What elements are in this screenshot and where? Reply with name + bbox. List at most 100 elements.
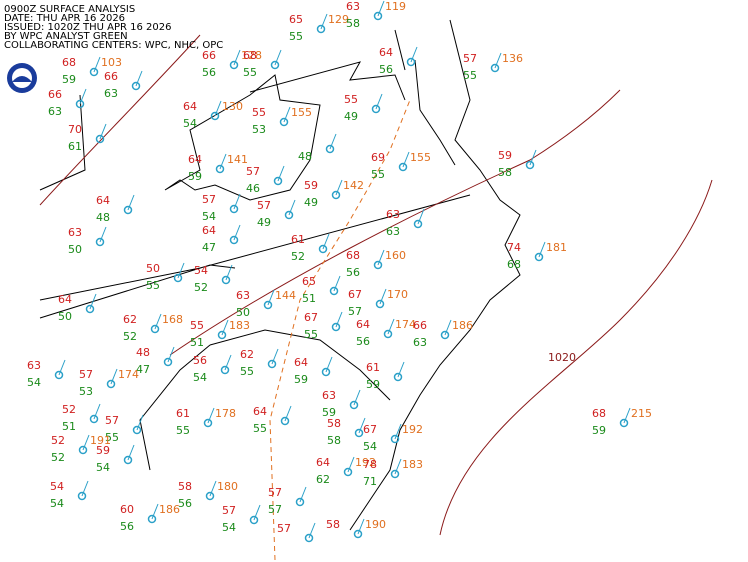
borders xyxy=(39,19,521,531)
station-circle xyxy=(321,367,331,377)
dewpoint: 63 xyxy=(104,87,118,100)
pressure: 128 xyxy=(241,49,262,62)
pressure: 183 xyxy=(402,458,423,471)
station-circle xyxy=(413,219,423,229)
wind-barb xyxy=(271,348,279,365)
station: 57 xyxy=(277,522,316,543)
temperature: 68 xyxy=(243,49,257,62)
temperature: 57 xyxy=(246,165,260,178)
wind-barb xyxy=(529,149,537,166)
wind-barb xyxy=(224,354,232,371)
temperature: 68 xyxy=(62,56,76,69)
temperature: 64 xyxy=(294,356,308,369)
dewpoint: 54 xyxy=(27,376,41,389)
pressure: 178 xyxy=(215,407,236,420)
temperature: 61 xyxy=(366,361,380,374)
station-circle xyxy=(163,357,173,367)
dewpoint: 56 xyxy=(379,63,393,76)
dewpoint: 48 xyxy=(96,211,110,224)
station-circle xyxy=(390,469,400,479)
temperature: 66 xyxy=(413,319,427,332)
wind-barb xyxy=(277,165,285,182)
station-circle xyxy=(371,104,381,114)
temperature: 69 xyxy=(371,151,385,164)
temperature: 63 xyxy=(322,389,336,402)
temperature: 58 xyxy=(178,480,192,493)
wind-barb xyxy=(320,13,328,30)
wind-barb xyxy=(322,233,330,250)
dewpoint: 51 xyxy=(62,420,76,433)
temperature: 78 xyxy=(363,458,377,471)
wind-barb xyxy=(233,193,241,210)
dewpoint: 54 xyxy=(50,497,64,510)
station-circle xyxy=(316,24,326,34)
dewpoint: 58 xyxy=(346,17,360,30)
temperature: 66 xyxy=(48,88,62,101)
temperature: 64 xyxy=(356,318,370,331)
pressure: 155 xyxy=(410,151,431,164)
pressure: 136 xyxy=(502,52,523,65)
temperature: 55 xyxy=(252,106,266,119)
station-circle xyxy=(343,467,353,477)
wind-barb xyxy=(81,480,89,497)
isobar-label: 1020 xyxy=(548,351,576,364)
station: 68 59 215 xyxy=(592,407,652,437)
wind-barb xyxy=(394,458,402,475)
station-circle xyxy=(203,418,213,428)
dewpoint: 55 xyxy=(105,431,119,444)
station-circle xyxy=(280,416,290,426)
pressure: 186 xyxy=(452,319,473,332)
dewpoint: 50 xyxy=(236,306,250,319)
temperature: 63 xyxy=(346,0,360,13)
temperature: 66 xyxy=(202,49,216,62)
wind-barb xyxy=(329,133,337,150)
station: 57 53 174 xyxy=(79,368,139,398)
wind-barb xyxy=(538,241,546,258)
station-circle xyxy=(398,162,408,172)
wind-barb xyxy=(127,194,135,211)
station: 64 62 192 xyxy=(316,456,376,486)
wind-barb xyxy=(214,100,222,117)
dewpoint: 56 xyxy=(346,266,360,279)
station-circle xyxy=(279,117,289,127)
pressure: 215 xyxy=(631,407,652,420)
station-circle xyxy=(132,425,142,435)
dewpoint: 57 xyxy=(268,503,282,516)
station-circle xyxy=(349,400,359,410)
temperature: 50 xyxy=(146,262,160,275)
isobars xyxy=(39,34,713,536)
wind-barb xyxy=(402,151,410,168)
temperature: 57 xyxy=(105,414,119,427)
wind-barb xyxy=(288,199,296,216)
wind-barb xyxy=(417,208,425,225)
station: 55 53 155 xyxy=(252,106,312,136)
dewpoint: 47 xyxy=(202,241,216,254)
station-circle xyxy=(78,445,88,455)
temperature: 58 xyxy=(326,518,340,531)
dewpoint: 62 xyxy=(316,473,330,486)
station-circle xyxy=(123,455,133,465)
station-circle xyxy=(249,515,259,525)
wind-barb xyxy=(233,49,241,66)
station: 58 190 xyxy=(326,518,386,539)
pressure: 192 xyxy=(355,456,376,469)
station-circle xyxy=(150,324,160,334)
station-circle xyxy=(525,160,535,170)
temperature: 64 xyxy=(253,405,267,418)
station-circle xyxy=(210,111,220,121)
station-circle xyxy=(440,330,450,340)
dewpoint: 52 xyxy=(123,330,137,343)
station-circle xyxy=(229,60,239,70)
temperature: 64 xyxy=(58,293,72,306)
station-circle xyxy=(490,63,500,73)
wind-barb xyxy=(357,518,365,535)
pressure: 141 xyxy=(227,153,248,166)
